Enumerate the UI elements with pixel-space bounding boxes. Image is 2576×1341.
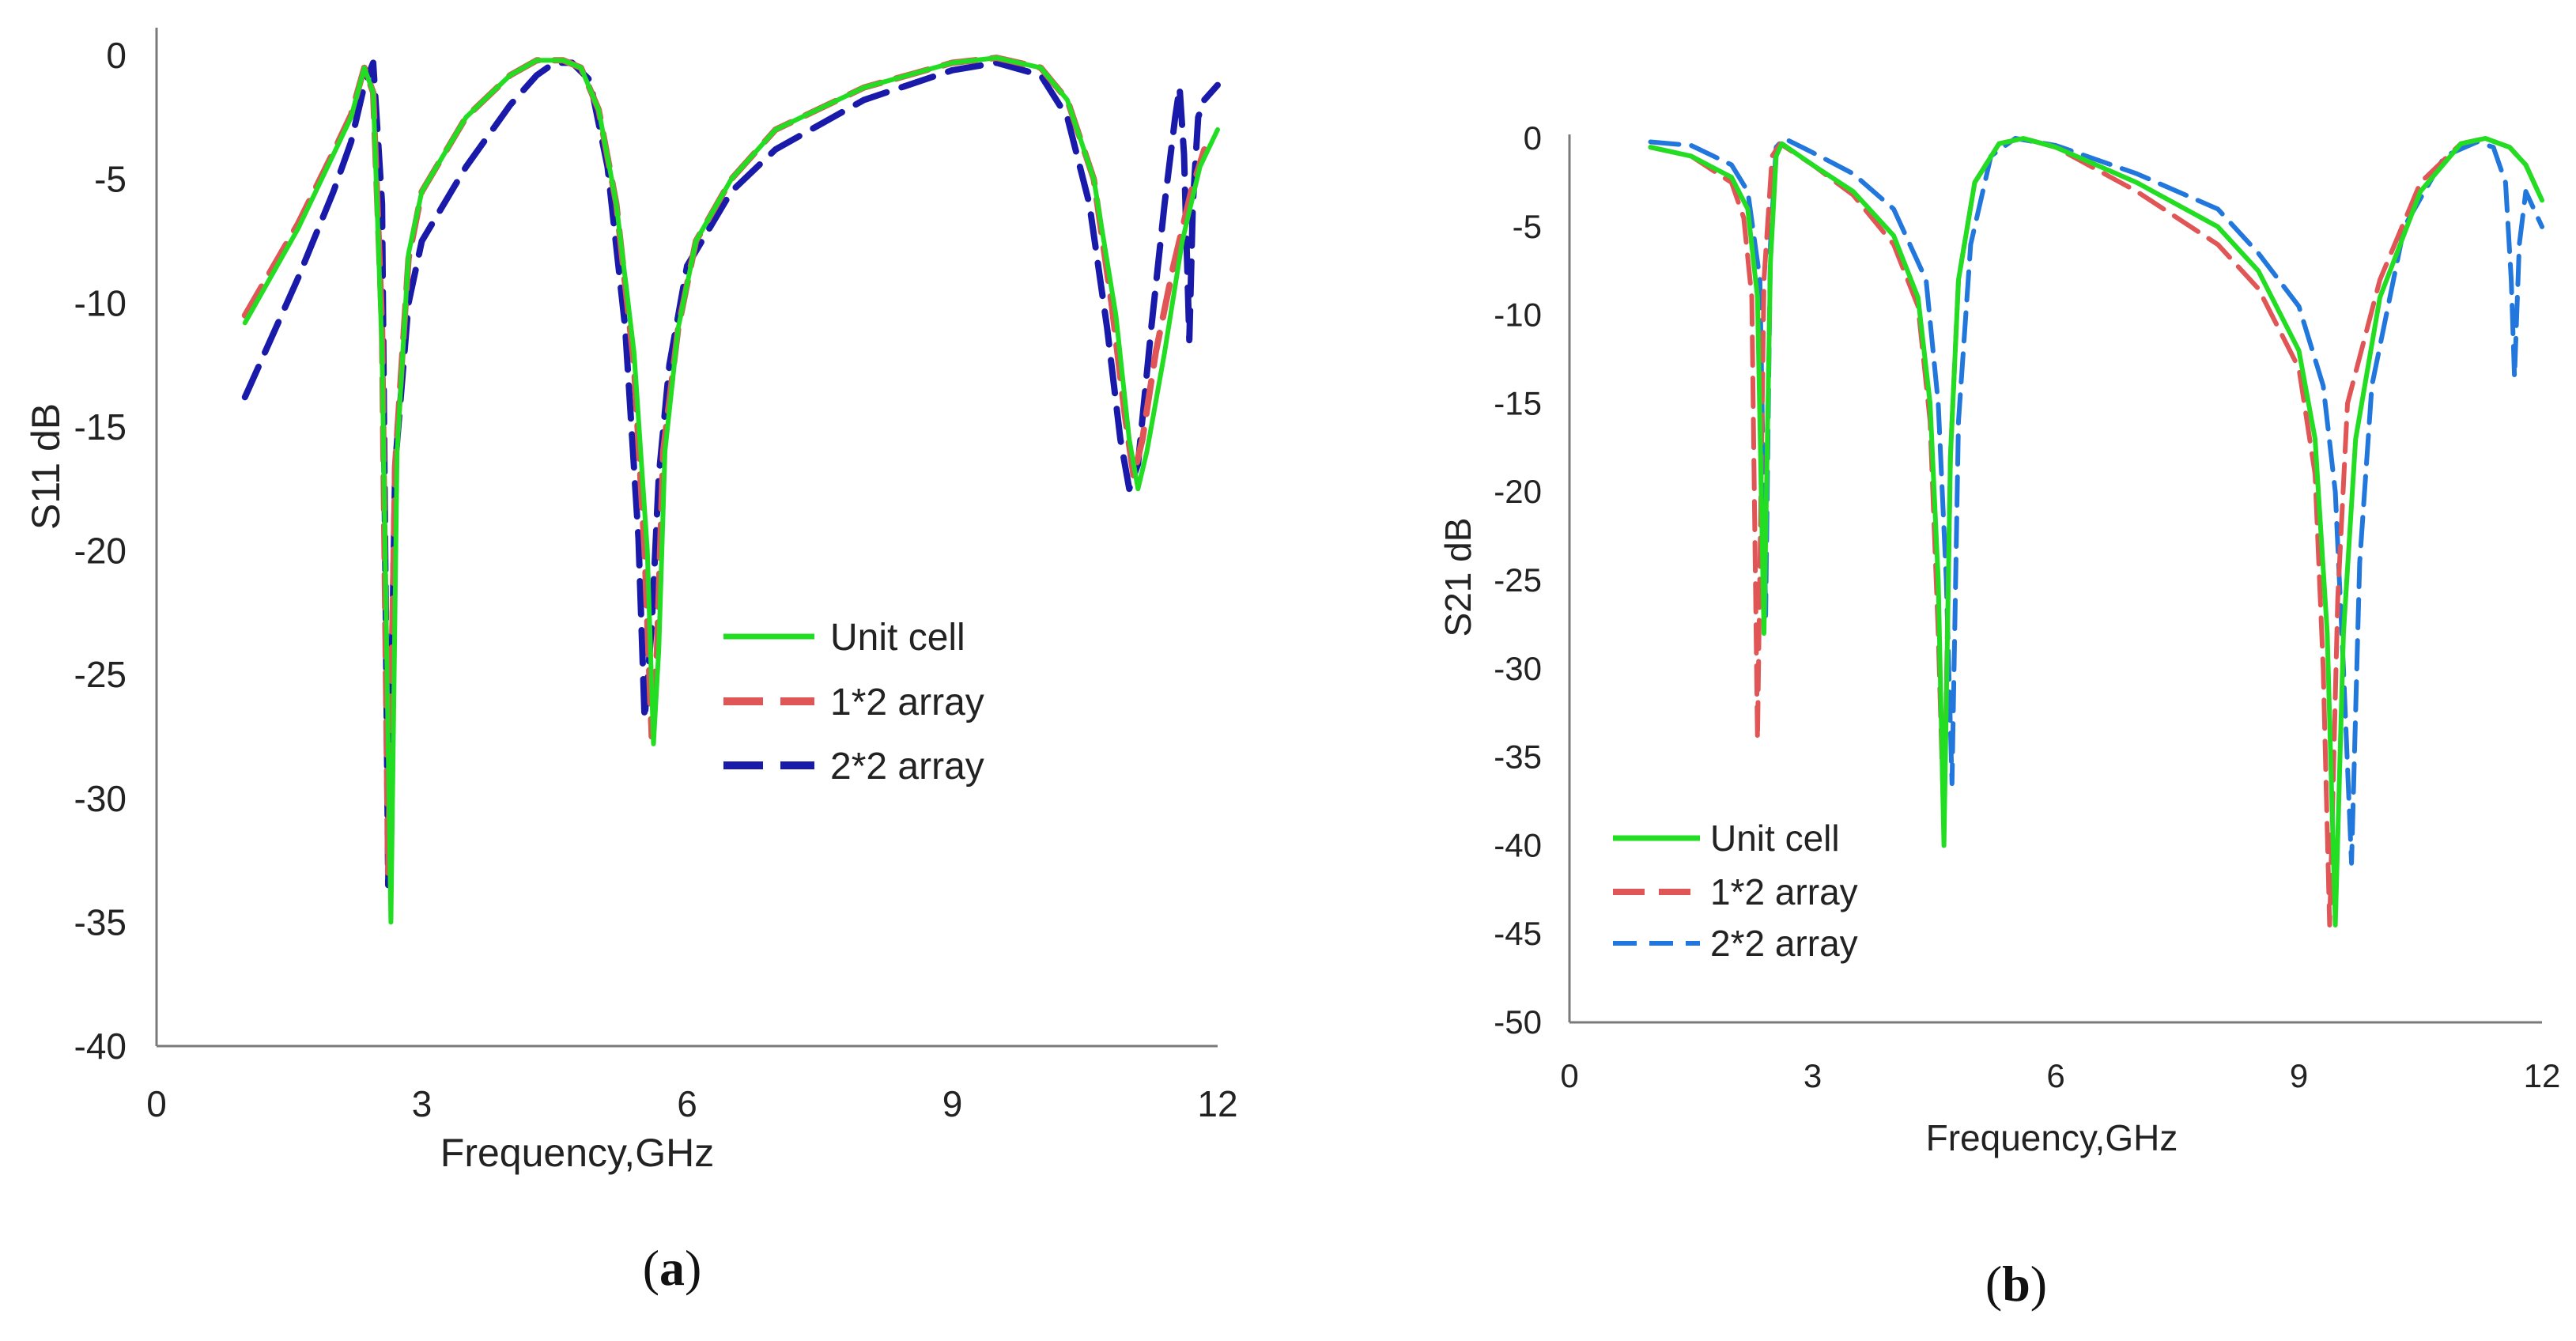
y-tick-label: -20 xyxy=(74,531,127,572)
series-line-1x2-array xyxy=(1648,136,2544,927)
y-tick-label: -15 xyxy=(74,406,127,448)
y-tick-label: -5 xyxy=(94,159,127,200)
x-tick-label: 0 xyxy=(146,1083,167,1124)
y-tick-label: -5 xyxy=(1513,208,1542,245)
chart-a-s11: 0 3 6 9 12 0 -5 -10 -15 -20 -25 -30 -35 -40 Frequenc… xyxy=(24,28,1238,1296)
series-line-unit-cell xyxy=(242,55,1220,925)
caption-a-close: ) xyxy=(685,1240,701,1296)
caption-a: (a) xyxy=(643,1240,702,1296)
x-tick-label: 3 xyxy=(412,1083,432,1124)
caption-b-close: ) xyxy=(2030,1256,2047,1312)
y-tick-label: -20 xyxy=(1494,473,1542,510)
legend-label-unit-cell: Unit cell xyxy=(1710,818,1840,859)
x-axis-label: Frequency,GHz xyxy=(1926,1117,2178,1158)
y-tick-label: -40 xyxy=(1494,826,1542,863)
x-tick-label: 9 xyxy=(942,1083,963,1124)
x-tick-label: 12 xyxy=(2524,1057,2561,1094)
y-tick-label: -10 xyxy=(74,282,127,323)
y-tick-label: -35 xyxy=(1494,738,1542,776)
x-tick-label: 9 xyxy=(2290,1057,2308,1094)
caption-b-open: ( xyxy=(1985,1256,2002,1312)
y-tick-label: -40 xyxy=(74,1026,127,1067)
y-tick-label: 0 xyxy=(106,35,127,76)
x-tick-label: 6 xyxy=(2046,1057,2064,1094)
y-axis-label: S11 dB xyxy=(24,403,68,530)
y-tick-label: -35 xyxy=(74,901,127,942)
x-axis-label: Frequency,GHz xyxy=(440,1131,714,1175)
legend: Unit cell 1*2 array 2*2 array xyxy=(1613,818,1858,964)
legend: Unit cell 1*2 array 2*2 array xyxy=(723,617,984,788)
y-tick-label: -25 xyxy=(74,654,127,695)
y-tick-label: 0 xyxy=(1524,119,1542,157)
y-tick-label: -10 xyxy=(1494,297,1542,334)
y-tick-label: -45 xyxy=(1494,915,1542,952)
legend-label-1x2-array: 1*2 array xyxy=(1710,871,1858,912)
y-tick-label: -50 xyxy=(1494,1003,1542,1041)
y-axis-label: S21 dB xyxy=(1437,518,1479,637)
caption-b-letter: b xyxy=(2002,1256,2030,1312)
x-tick-label: 3 xyxy=(1804,1057,1822,1094)
caption-a-letter: a xyxy=(659,1240,685,1296)
y-tick-label: -25 xyxy=(1494,561,1542,599)
legend-label-2x2-array: 2*2 array xyxy=(830,746,984,788)
legend-label-1x2-array: 1*2 array xyxy=(830,682,984,723)
x-tick-label: 0 xyxy=(1560,1057,1578,1094)
caption-b: (b) xyxy=(1985,1256,2047,1312)
chart-b-s21: 0 3 6 9 12 0 -5 -10 -15 -20 -25 -30 -35 -40 -45 -50 Fr… xyxy=(1437,119,2560,1312)
series-line-2x2-array xyxy=(241,59,1221,889)
legend-label-2x2-array: 2*2 array xyxy=(1710,923,1858,964)
legend-label-unit-cell: Unit cell xyxy=(830,617,965,659)
x-tick-label: 6 xyxy=(677,1083,697,1124)
series-line-unit-cell xyxy=(1648,136,2544,927)
series-line-2x2-array xyxy=(1648,136,2544,866)
y-tick-label: -30 xyxy=(74,778,127,819)
y-tick-label: -15 xyxy=(1494,384,1542,421)
y-tick-label: -30 xyxy=(1494,650,1542,687)
x-tick-label: 12 xyxy=(1197,1083,1237,1124)
caption-a-open: ( xyxy=(643,1240,659,1296)
